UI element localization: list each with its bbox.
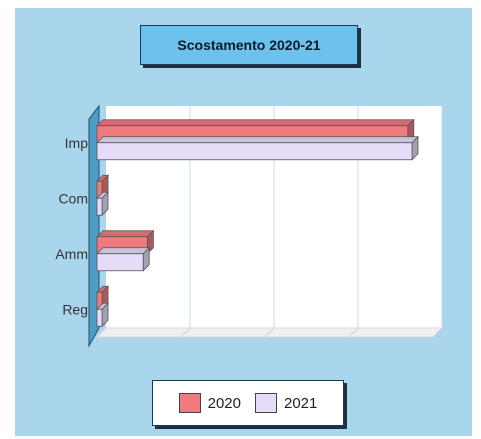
legend-label-2021: 2021 bbox=[284, 394, 318, 412]
bar-top-amm-2020 bbox=[96, 230, 155, 238]
bar-top-amm-2021 bbox=[96, 247, 151, 255]
bar-top-imp-2020 bbox=[96, 119, 415, 127]
legend-swatch-2020 bbox=[178, 393, 201, 413]
category-label-reg: Reg bbox=[62, 301, 88, 317]
gridline-floor bbox=[432, 327, 443, 338]
plot-left-wall bbox=[88, 104, 100, 348]
chart-title-text: Scostamento 2020-21 bbox=[177, 37, 321, 53]
legend-label-2020: 2020 bbox=[207, 394, 241, 412]
chart-legend: 2020 2021 bbox=[152, 380, 344, 426]
bar-com-2021 bbox=[96, 197, 103, 216]
category-label-com: Com bbox=[58, 190, 88, 206]
legend-item-2021: 2021 bbox=[255, 393, 317, 413]
gridline-floor bbox=[348, 327, 359, 338]
gridline-floor bbox=[180, 327, 191, 338]
chart-title: Scostamento 2020-21 bbox=[140, 25, 358, 65]
gridline-floor bbox=[264, 327, 275, 338]
bar-amm-2021 bbox=[96, 253, 144, 272]
category-label-imp: Imp bbox=[65, 135, 89, 151]
legend-swatch-2021 bbox=[255, 393, 277, 413]
bar-reg-2021 bbox=[96, 308, 103, 327]
legend-item-2020: 2020 bbox=[178, 393, 241, 413]
bar-top-imp-2021 bbox=[96, 136, 419, 144]
category-label-amm: Amm bbox=[55, 246, 88, 262]
bar-imp-2021 bbox=[96, 142, 413, 161]
